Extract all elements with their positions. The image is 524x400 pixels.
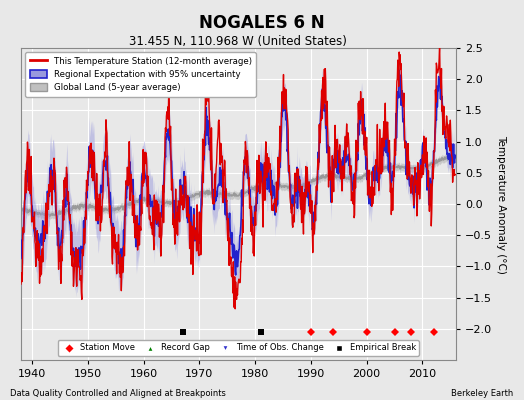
- Legend: Station Move, Record Gap, Time of Obs. Change, Empirical Break: Station Move, Record Gap, Time of Obs. C…: [58, 340, 419, 356]
- Text: Berkeley Earth: Berkeley Earth: [451, 389, 514, 398]
- Title: 31.455 N, 110.968 W (United States): 31.455 N, 110.968 W (United States): [129, 35, 347, 48]
- Text: Data Quality Controlled and Aligned at Breakpoints: Data Quality Controlled and Aligned at B…: [10, 389, 226, 398]
- Text: NOGALES 6 N: NOGALES 6 N: [199, 14, 325, 32]
- Y-axis label: Temperature Anomaly (°C): Temperature Anomaly (°C): [496, 134, 506, 274]
